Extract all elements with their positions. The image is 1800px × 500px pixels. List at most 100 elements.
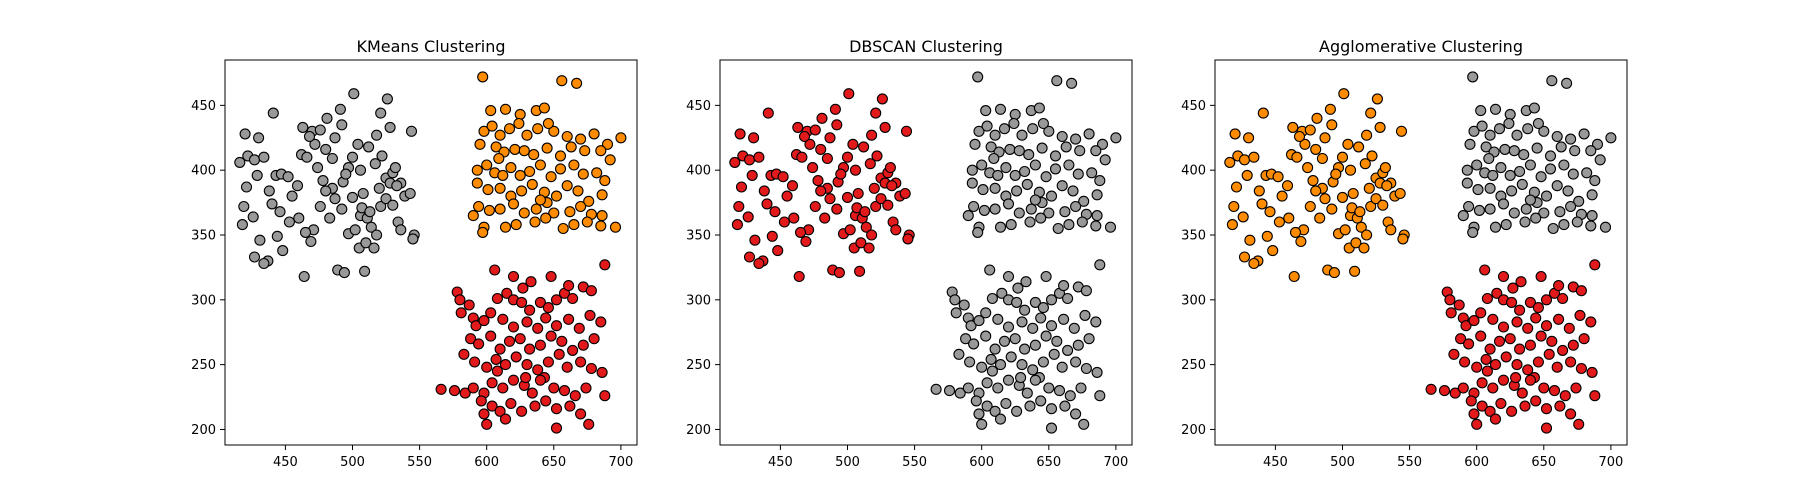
data-point	[1540, 190, 1553, 202]
data-point	[346, 191, 359, 203]
data-point	[766, 230, 778, 242]
data-point	[1558, 159, 1570, 171]
data-point	[1079, 309, 1091, 321]
data-point	[1457, 210, 1469, 222]
data-point	[1381, 180, 1393, 192]
data-point	[1311, 112, 1323, 124]
data-point	[875, 193, 887, 205]
data-point	[475, 395, 487, 407]
data-point	[1507, 282, 1519, 294]
data-point	[1561, 77, 1573, 89]
data-point	[1519, 216, 1531, 228]
data-point	[844, 224, 856, 236]
data-point	[973, 125, 985, 137]
data-point	[309, 138, 321, 150]
plot-frame	[224, 59, 638, 446]
data-point	[271, 230, 283, 242]
data-point	[599, 259, 611, 271]
data-point	[357, 187, 369, 200]
data-point	[485, 307, 497, 319]
data-point	[1546, 75, 1558, 87]
data-point	[981, 400, 993, 412]
data-point	[1497, 270, 1510, 283]
data-point	[1476, 377, 1488, 389]
data-point	[1051, 335, 1063, 347]
data-point	[391, 180, 403, 192]
data-point	[573, 322, 585, 334]
data-point	[1035, 212, 1047, 224]
data-point	[561, 130, 573, 143]
data-point	[507, 321, 520, 333]
data-point	[1049, 150, 1062, 162]
data-point	[556, 75, 568, 87]
data-point	[1522, 123, 1534, 135]
x-tick-label: 550	[407, 455, 432, 470]
data-point	[494, 343, 506, 355]
data-point	[1504, 333, 1516, 345]
data-point	[1471, 361, 1483, 373]
data-point	[591, 167, 603, 179]
data-point	[1528, 102, 1540, 114]
data-point	[1394, 187, 1406, 200]
data-point	[1229, 128, 1241, 140]
data-point	[1581, 167, 1593, 179]
data-point	[389, 162, 401, 174]
data-point	[571, 77, 583, 89]
data-point	[263, 185, 275, 197]
data-point	[1489, 221, 1502, 233]
data-point	[338, 267, 350, 279]
data-point	[980, 330, 992, 342]
data-point	[1480, 141, 1492, 153]
data-point	[517, 282, 529, 294]
data-point	[1304, 200, 1316, 213]
data-point	[1468, 125, 1480, 137]
data-point	[1029, 296, 1041, 308]
data-point	[899, 187, 911, 200]
data-point	[849, 164, 862, 176]
data-point	[554, 163, 567, 175]
data-point	[1033, 102, 1045, 114]
data-point	[1110, 132, 1122, 144]
data-point	[1304, 124, 1316, 136]
data-point	[829, 103, 841, 115]
data-point	[248, 251, 261, 263]
data-point	[435, 383, 447, 395]
data-point	[1013, 207, 1025, 219]
data-point	[973, 315, 985, 327]
data-point	[1228, 200, 1240, 213]
data-point	[352, 138, 364, 150]
data-point	[1575, 285, 1587, 297]
data-point	[1319, 132, 1331, 144]
data-point	[1096, 138, 1109, 150]
data-point	[368, 242, 380, 254]
y-tick-label: 400	[191, 164, 216, 179]
data-point	[976, 418, 988, 430]
data-point	[1516, 178, 1528, 190]
data-point	[1563, 322, 1575, 334]
data-point	[599, 390, 611, 402]
data-point	[1314, 212, 1326, 224]
data-point	[494, 129, 506, 141]
data-point	[1049, 163, 1062, 175]
data-point	[841, 191, 854, 203]
data-point	[753, 151, 765, 163]
data-point	[807, 162, 819, 174]
data-point	[1091, 210, 1103, 222]
data-point	[1497, 321, 1510, 333]
data-point	[1072, 168, 1084, 180]
data-point	[876, 93, 888, 105]
data-point	[1288, 270, 1300, 283]
data-point	[1350, 237, 1362, 249]
data-point	[809, 124, 821, 136]
data-point	[1573, 195, 1585, 207]
data-point	[580, 382, 592, 394]
data-point	[1585, 220, 1597, 232]
data-point	[1083, 333, 1095, 345]
data-point	[509, 143, 521, 155]
data-point	[1052, 222, 1064, 235]
data-point	[615, 132, 627, 144]
data-point	[1540, 320, 1553, 332]
data-point	[497, 169, 509, 181]
